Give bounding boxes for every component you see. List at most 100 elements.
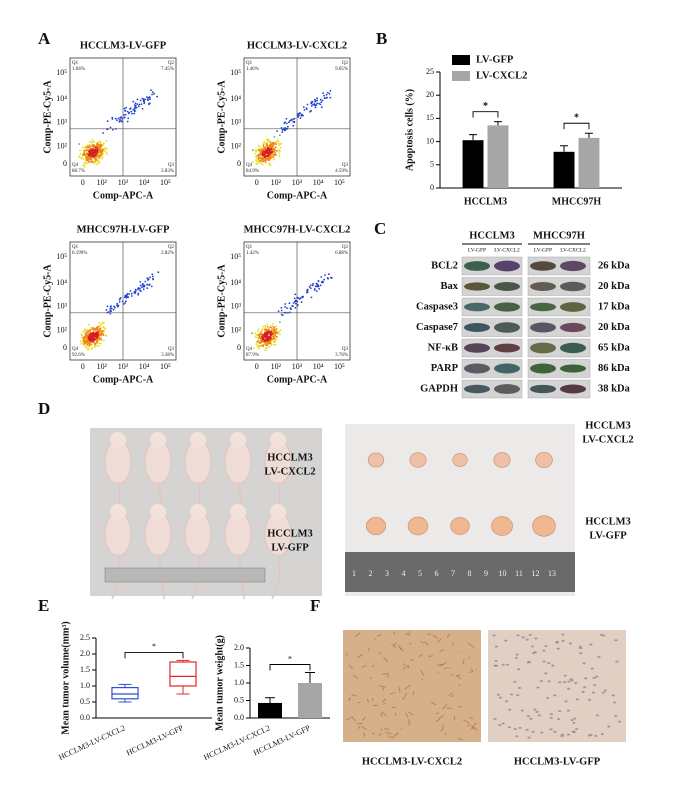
- event-dot: [256, 336, 258, 339]
- event-dot: [148, 102, 150, 105]
- ihc-fiber: [382, 697, 387, 703]
- event-dot: [139, 287, 141, 290]
- ihc-nucleus: [542, 660, 546, 663]
- event-dot: [126, 292, 129, 295]
- event-dot: [300, 301, 303, 303]
- ihc-fiber: [397, 644, 402, 650]
- ihc-fiber: [471, 722, 478, 728]
- event-dot: [120, 116, 123, 119]
- y-tick-label: 10⁴: [56, 278, 67, 287]
- ihc-fiber: [423, 640, 429, 646]
- x-tick-label: 10⁴: [313, 362, 324, 371]
- event-dot: [91, 139, 94, 142]
- ihc-nucleus: [513, 680, 517, 683]
- ihc-fiber: [446, 707, 453, 710]
- event-dot: [91, 333, 93, 335]
- event-dot: [258, 347, 261, 350]
- event-dot: [90, 339, 93, 341]
- event-dot: [98, 141, 100, 144]
- group-header: MHCC97H: [533, 230, 585, 241]
- blot-band: [494, 384, 520, 394]
- ihc-fiber: [403, 663, 406, 667]
- legend-swatch: [452, 55, 470, 65]
- event-dot: [91, 141, 94, 144]
- event-dot: [255, 155, 258, 158]
- ihc-fiber: [458, 683, 461, 687]
- event-dot: [83, 164, 86, 167]
- ihc-fiber: [376, 634, 382, 637]
- event-dot: [270, 154, 272, 156]
- ihc-fiber: [354, 632, 361, 638]
- event-dot: [264, 324, 267, 327]
- ihc-fiber: [405, 632, 410, 636]
- event-dot: [271, 149, 274, 152]
- y-tick-label: 20: [426, 90, 434, 99]
- ihc-nucleus: [547, 680, 551, 683]
- ihc-nucleus: [496, 693, 501, 696]
- event-dot: [266, 339, 269, 342]
- ruler: [104, 567, 266, 583]
- event-dot: [90, 149, 93, 152]
- event-dot: [78, 155, 81, 158]
- event-dot: [267, 140, 270, 142]
- ihc-nucleus: [592, 676, 596, 679]
- quadrant-value: 88.7%: [72, 169, 85, 174]
- ihc-nucleus: [517, 668, 521, 671]
- event-dot: [78, 143, 81, 145]
- ihc-nucleus: [594, 675, 599, 678]
- event-dot: [266, 344, 269, 347]
- event-dot: [276, 139, 279, 142]
- event-dot: [130, 110, 133, 113]
- ihc-nucleus: [572, 721, 576, 724]
- event-dot: [87, 347, 90, 350]
- event-dot: [257, 337, 260, 340]
- ihc-nucleus: [493, 664, 497, 667]
- event-dot: [270, 146, 273, 149]
- quadrant-name: Q1: [246, 245, 253, 250]
- lane-label: LV-GFP: [468, 247, 486, 253]
- y-tick-label: 10²: [57, 325, 68, 334]
- ihc-nucleus: [534, 637, 538, 640]
- y-tick-label: 25: [426, 67, 434, 76]
- event-dot: [86, 338, 88, 341]
- blot-band: [464, 384, 490, 394]
- event-dot: [268, 148, 271, 151]
- significance-bracket: [472, 111, 499, 118]
- event-dot: [89, 146, 92, 148]
- event-dot: [98, 327, 101, 330]
- ihc-fiber: [357, 654, 363, 659]
- bar: [578, 137, 600, 188]
- event-dot: [320, 106, 323, 109]
- event-dot: [264, 344, 267, 346]
- event-dot: [125, 295, 127, 298]
- event-dot: [319, 103, 322, 106]
- quadrant-name: Q1: [246, 61, 253, 66]
- event-dot: [281, 129, 284, 131]
- event-dot: [306, 291, 308, 294]
- ihc-nucleus: [578, 645, 582, 648]
- lane-label: LV-GFP: [534, 247, 552, 253]
- event-dot: [106, 120, 109, 123]
- event-dot: [94, 158, 96, 160]
- event-dot: [133, 110, 136, 113]
- quadrant-value: 3.76%: [335, 353, 348, 358]
- ihc-nucleus: [553, 694, 557, 697]
- event-dot: [330, 277, 333, 279]
- x-axis-label: Comp-APC-A: [267, 374, 328, 385]
- blot-band: [530, 384, 556, 394]
- event-dot: [106, 153, 109, 156]
- tumor: [409, 452, 427, 468]
- ihc-fiber: [366, 698, 370, 703]
- event-dot: [143, 100, 146, 103]
- event-dot: [257, 339, 260, 342]
- tumor: [366, 517, 386, 535]
- panel-label: A: [38, 29, 51, 48]
- quadrant-name: Q2: [168, 61, 175, 66]
- event-dot: [323, 94, 325, 97]
- y-tick-label: 1.0: [80, 681, 90, 690]
- blot-band: [464, 302, 490, 312]
- event-dot: [85, 343, 88, 345]
- ihc-fiber: [361, 664, 367, 668]
- x-tick-label: 10²: [271, 178, 282, 187]
- event-dot: [270, 331, 272, 333]
